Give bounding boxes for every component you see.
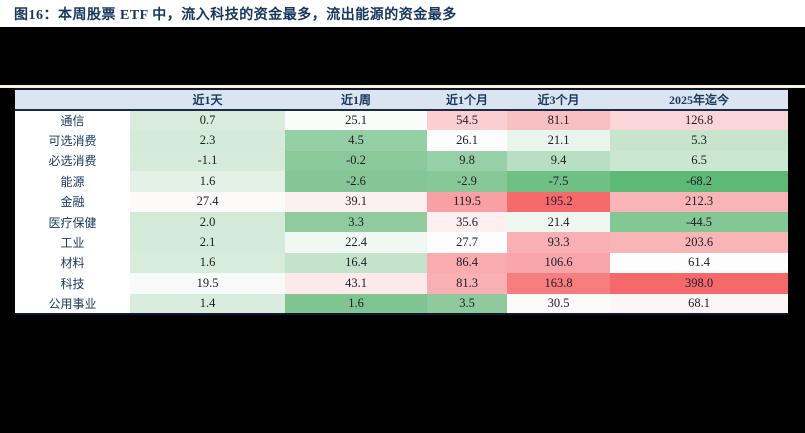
sector-label: 必选消费 (15, 150, 130, 172)
flow-value-cell: 9.4 (507, 150, 610, 172)
header-cell-period: 近1个月 (427, 89, 507, 111)
flow-value-cell: 1.6 (130, 171, 285, 192)
header-cell-period: 近3个月 (507, 89, 610, 111)
table-row: 金融 27.4 39.1 119.5 195.2 212.3 (15, 191, 788, 212)
flow-value-cell: 61.4 (610, 252, 788, 274)
divider-line (0, 85, 805, 88)
flow-value-cell: 195.2 (507, 191, 610, 212)
flow-value-cell: 30.5 (507, 293, 610, 314)
flow-value-cell: -0.2 (285, 150, 427, 172)
flow-value-cell: -68.2 (610, 171, 788, 192)
flow-value-cell: 22.4 (285, 232, 427, 253)
flow-value-cell: 203.6 (610, 232, 788, 253)
flow-value-cell: 106.6 (507, 252, 610, 274)
flow-value-cell: 126.8 (610, 110, 788, 131)
flow-value-cell: 212.3 (610, 191, 788, 212)
flow-value-cell: 81.3 (427, 273, 507, 294)
heatmap-table-body: 通信 0.7 25.1 54.5 81.1 126.8 可选消费 2.3 4.5 26.1 21.1… (15, 110, 788, 314)
flow-value-cell: 2.1 (130, 232, 285, 253)
flow-value-cell: 2.3 (130, 130, 285, 151)
sector-label: 科技 (15, 273, 130, 294)
flow-value-cell: 86.4 (427, 252, 507, 274)
flow-value-cell: 9.8 (427, 150, 507, 172)
flow-value-cell: 35.6 (427, 211, 507, 233)
flow-value-cell: -1.1 (130, 150, 285, 172)
header-cell-period: 近1周 (285, 89, 427, 111)
flow-value-cell: 19.5 (130, 273, 285, 294)
header-cell-period: 2025年迄今 (610, 89, 788, 111)
table-row: 可选消费 2.3 4.5 26.1 21.1 5.3 (15, 130, 788, 151)
sector-label: 能源 (15, 171, 130, 192)
flow-value-cell: 5.3 (610, 130, 788, 151)
flow-value-cell: 1.6 (285, 293, 427, 314)
figure-title-band: 图16：本周股票 ETF 中，流入科技的资金最多，流出能源的资金最多 (0, 0, 805, 27)
flow-value-cell: 398.0 (610, 273, 788, 294)
table-row: 能源 1.6 -2.6 -2.9 -7.5 -68.2 (15, 171, 788, 192)
flow-value-cell: 6.5 (610, 150, 788, 172)
heatmap-table-header: 近1天 近1周 近1个月 近3个月 2025年迄今 (15, 89, 788, 111)
flow-value-cell: 163.8 (507, 273, 610, 294)
flow-value-cell: 68.1 (610, 293, 788, 314)
heatmap-table: 近1天 近1周 近1个月 近3个月 2025年迄今 通信 0.7 25.1 54.5 81.1 1… (15, 88, 788, 315)
flow-value-cell: 1.4 (130, 293, 285, 314)
flow-value-cell: 39.1 (285, 191, 427, 212)
flow-value-cell: -44.5 (610, 211, 788, 233)
flow-value-cell: 3.5 (427, 293, 507, 314)
flow-value-cell: 81.1 (507, 110, 610, 131)
flow-value-cell: 1.6 (130, 252, 285, 274)
flow-value-cell: 21.1 (507, 130, 610, 151)
sector-label: 金融 (15, 191, 130, 212)
flow-value-cell: 43.1 (285, 273, 427, 294)
flow-value-cell: 27.7 (427, 232, 507, 253)
flow-value-cell: 3.3 (285, 211, 427, 233)
header-row: 近1天 近1周 近1个月 近3个月 2025年迄今 (15, 89, 788, 111)
sector-label: 通信 (15, 110, 130, 131)
flow-value-cell: 27.4 (130, 191, 285, 212)
header-cell-row-labels (15, 89, 130, 111)
table-row: 科技 19.5 43.1 81.3 163.8 398.0 (15, 273, 788, 294)
sector-label: 医疗保健 (15, 211, 130, 233)
etf-sector-flow-table: 近1天 近1周 近1个月 近3个月 2025年迄今 通信 0.7 25.1 54.5 81.1 1… (15, 88, 788, 315)
flow-value-cell: 25.1 (285, 110, 427, 131)
flow-value-cell: 0.7 (130, 110, 285, 131)
sector-label: 公用事业 (15, 293, 130, 314)
flow-value-cell: 93.3 (507, 232, 610, 253)
flow-value-cell: -2.6 (285, 171, 427, 192)
flow-value-cell: -7.5 (507, 171, 610, 192)
flow-value-cell: 2.0 (130, 211, 285, 233)
flow-value-cell: 4.5 (285, 130, 427, 151)
table-row: 必选消费 -1.1 -0.2 9.8 9.4 6.5 (15, 150, 788, 172)
figure-title: 图16：本周股票 ETF 中，流入科技的资金最多，流出能源的资金最多 (14, 8, 457, 23)
table-row: 材料 1.6 16.4 86.4 106.6 61.4 (15, 252, 788, 274)
table-row: 公用事业 1.4 1.6 3.5 30.5 68.1 (15, 293, 788, 314)
table-row: 通信 0.7 25.1 54.5 81.1 126.8 (15, 110, 788, 131)
flow-value-cell: 119.5 (427, 191, 507, 212)
flow-value-cell: 26.1 (427, 130, 507, 151)
sector-label: 工业 (15, 232, 130, 253)
table-row: 医疗保健 2.0 3.3 35.6 21.4 -44.5 (15, 211, 788, 233)
sector-label: 材料 (15, 252, 130, 274)
header-cell-period: 近1天 (130, 89, 285, 111)
flow-value-cell: 54.5 (427, 110, 507, 131)
sector-label: 可选消费 (15, 130, 130, 151)
flow-value-cell: 16.4 (285, 252, 427, 274)
flow-value-cell: 21.4 (507, 211, 610, 233)
flow-value-cell: -2.9 (427, 171, 507, 192)
table-row: 工业 2.1 22.4 27.7 93.3 203.6 (15, 232, 788, 253)
